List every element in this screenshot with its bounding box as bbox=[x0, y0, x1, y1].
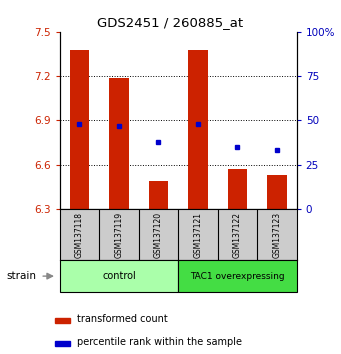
Text: percentile rank within the sample: percentile rank within the sample bbox=[77, 337, 242, 347]
Bar bbox=[267, 175, 287, 209]
Text: transformed count: transformed count bbox=[77, 314, 168, 324]
Bar bbox=[55, 341, 70, 346]
Text: GSM137120: GSM137120 bbox=[154, 211, 163, 258]
Bar bbox=[60, 260, 178, 292]
Text: GSM137118: GSM137118 bbox=[75, 212, 84, 257]
Bar bbox=[178, 260, 297, 292]
Text: strain: strain bbox=[7, 271, 37, 281]
Text: control: control bbox=[102, 271, 136, 281]
Bar bbox=[70, 50, 89, 209]
Bar bbox=[188, 50, 208, 209]
Bar bbox=[55, 318, 70, 323]
Text: GSM137121: GSM137121 bbox=[193, 212, 203, 257]
Text: TAC1 overexpressing: TAC1 overexpressing bbox=[190, 272, 285, 281]
Text: GDS2451 / 260885_at: GDS2451 / 260885_at bbox=[98, 16, 243, 29]
Text: GSM137123: GSM137123 bbox=[272, 211, 281, 258]
Bar bbox=[149, 181, 168, 209]
Bar bbox=[227, 169, 247, 209]
Text: GSM137119: GSM137119 bbox=[115, 211, 123, 258]
Bar bbox=[109, 78, 129, 209]
Text: GSM137122: GSM137122 bbox=[233, 212, 242, 257]
